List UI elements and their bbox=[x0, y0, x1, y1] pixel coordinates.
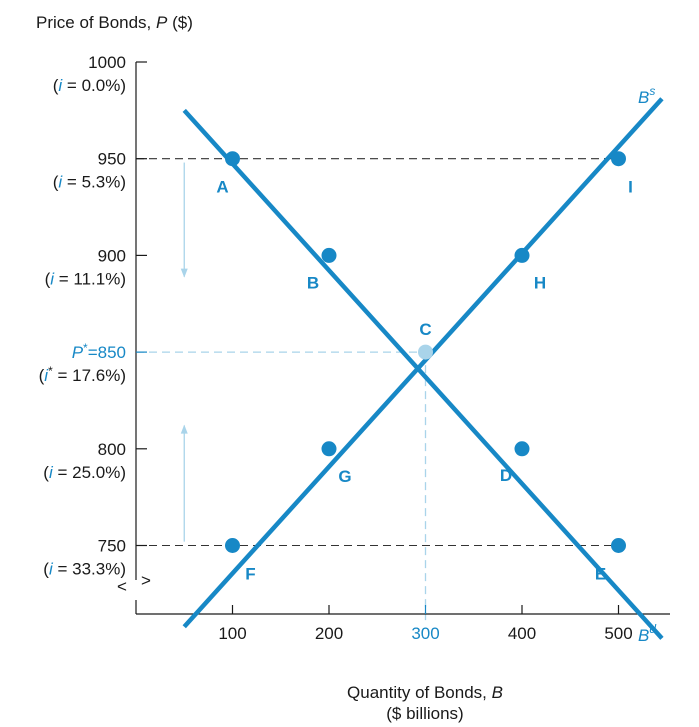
point-B bbox=[321, 247, 337, 263]
curves: Bd Bs bbox=[182, 84, 664, 645]
reference-lines bbox=[136, 158, 619, 622]
x-axis-unit: ($ billions) bbox=[386, 704, 463, 723]
point-label-G: G bbox=[338, 467, 351, 486]
y-tick-rate: (i = 0.0%) bbox=[53, 76, 126, 95]
y-tick-price: 950 bbox=[98, 150, 126, 169]
point-label-B: B bbox=[307, 273, 319, 292]
supply-curve-label: Bs bbox=[638, 84, 655, 107]
y-tick-price: 1000 bbox=[88, 53, 126, 72]
point-G bbox=[321, 441, 337, 457]
y-tick-rate: (i = 5.3%) bbox=[53, 173, 126, 192]
point-label-H: H bbox=[534, 273, 546, 292]
point-E bbox=[611, 538, 626, 553]
point-label-C: C bbox=[419, 320, 431, 339]
points: A B C D E F G H I bbox=[216, 151, 633, 584]
demand-curve bbox=[182, 108, 664, 640]
x-tick-label: 400 bbox=[508, 624, 536, 643]
demand-curve-label: Bd bbox=[638, 622, 656, 645]
axis-break-glyph: > bbox=[141, 571, 151, 590]
y-tick-price: 750 bbox=[98, 537, 126, 556]
arrow-down-head bbox=[180, 268, 188, 278]
y-tick-rate: (i = 11.1%) bbox=[45, 269, 126, 288]
point-F bbox=[225, 538, 240, 553]
y-tick-rate: (i = 33.3%) bbox=[43, 560, 126, 579]
axes: < > bbox=[117, 62, 670, 615]
point-A bbox=[225, 151, 240, 167]
supply-curve bbox=[182, 97, 664, 629]
x-axis-label: Quantity of Bonds, B bbox=[347, 683, 503, 702]
x-tick-label: 200 bbox=[315, 624, 343, 643]
y-tick-rate: (i* = 17.6%) bbox=[39, 364, 126, 385]
point-H bbox=[514, 247, 530, 263]
arrow-up-head bbox=[180, 424, 188, 434]
y-tick-price: 900 bbox=[98, 246, 126, 265]
y-tick-rate: (i = 25.0%) bbox=[43, 463, 126, 482]
point-I bbox=[611, 151, 626, 167]
point-label-F: F bbox=[245, 565, 255, 584]
y-axis-label: Price of Bonds, P ($) bbox=[36, 13, 193, 32]
x-tick-label: 500 bbox=[604, 624, 632, 643]
point-C bbox=[418, 344, 433, 360]
point-label-E: E bbox=[595, 565, 606, 584]
y-tick-price: P*=850 bbox=[72, 341, 126, 362]
x-tick-label: 100 bbox=[218, 624, 246, 643]
x-ticks: 100 200 300 400 500 bbox=[218, 605, 633, 643]
direction-arrows bbox=[180, 162, 188, 542]
point-label-A: A bbox=[216, 178, 228, 197]
y-tick-price: 800 bbox=[98, 440, 126, 459]
y-ticks: 1000 (i = 0.0%) 950 (i = 5.3%) 900 (i = 11.1%… bbox=[39, 53, 147, 579]
axis-break-glyph: < bbox=[117, 577, 127, 596]
x-tick-label: 300 bbox=[411, 624, 439, 643]
point-D bbox=[514, 441, 530, 457]
point-label-D: D bbox=[500, 466, 512, 485]
point-label-I: I bbox=[628, 178, 633, 197]
